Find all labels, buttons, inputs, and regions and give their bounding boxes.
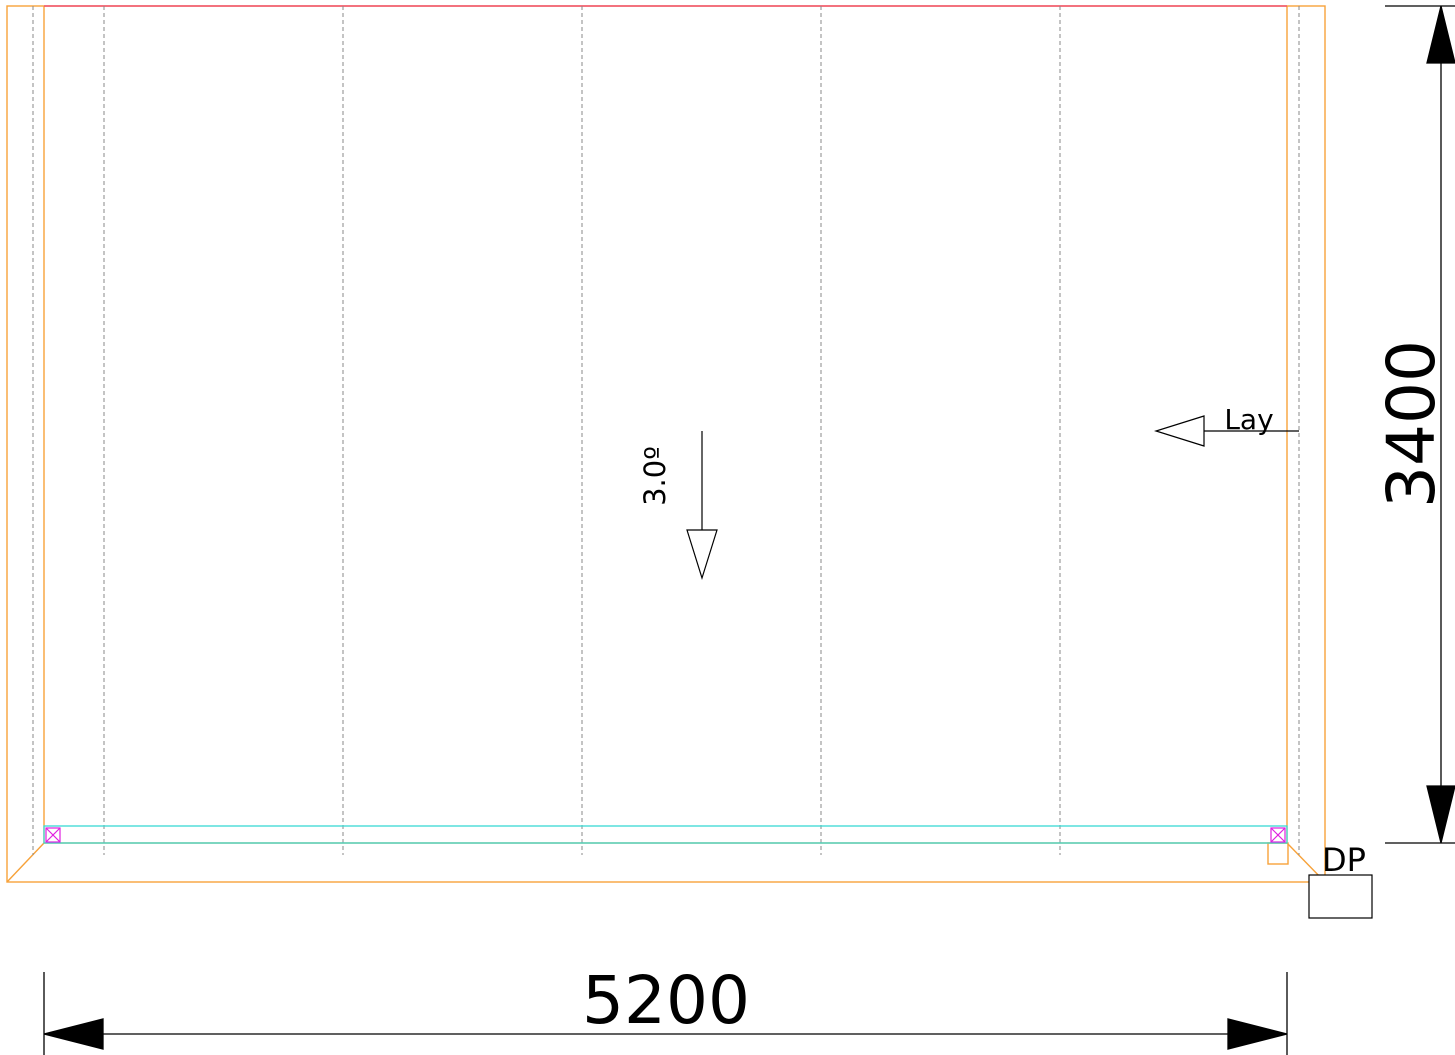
downpipe-box: [1308, 874, 1373, 919]
width-dimension-label: 5200: [582, 962, 750, 1039]
corner-bevel-left: [6, 842, 45, 883]
slope-arrow: [686, 431, 718, 581]
height-arrowhead-bottom: [1426, 785, 1455, 844]
width-dimension: [43, 972, 1288, 1055]
outer-frame: [6, 5, 1326, 883]
gutter-marker-right: [1270, 827, 1286, 843]
downpipe-outlet: [1267, 842, 1289, 865]
height-dimension: [1385, 5, 1455, 844]
roof-outline: [6, 5, 1326, 883]
lay-arrow: [1153, 415, 1299, 447]
downpipe-label: DP: [1322, 841, 1366, 879]
height-arrowhead-top: [1426, 5, 1455, 64]
sheet-joint-lines: [32, 6, 1300, 855]
width-arrowhead-right: [1227, 1018, 1288, 1050]
height-dimension-label: 3400: [1373, 340, 1450, 508]
lay-label: Lay: [1224, 403, 1273, 436]
width-arrowhead-left: [43, 1018, 104, 1050]
gutter: [43, 825, 1288, 844]
inner-frame: [43, 6, 1288, 844]
gutter-marker-left: [45, 827, 61, 843]
slope-label: 3.0º: [638, 446, 672, 506]
